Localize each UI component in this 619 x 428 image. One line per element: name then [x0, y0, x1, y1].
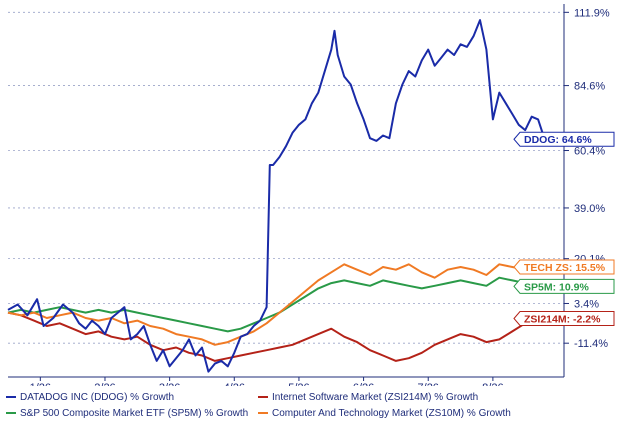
- x-tick-label: 3/26: [159, 382, 180, 386]
- legend-item-zsi214m: Internet Software Market (ZSI214M) % Gro…: [258, 392, 478, 403]
- end-label-zs10m: TECH ZS: 15.5%: [513, 259, 615, 275]
- legend: DATADOG INC (DDOG) % Growth Internet Sof…: [0, 386, 619, 428]
- x-tick-label: 6/26: [353, 382, 374, 386]
- plot-area: [8, 4, 564, 377]
- chart-svg: 111.9%84.6%60.4%39.0%20.1%3.4%-11.4% 1/2…: [7, 4, 615, 386]
- x-tick-label: 8/26: [482, 382, 503, 386]
- end-labels: DDOG: 64.6% ZSI214M: -2.2% SP5M: 10.9% TECH…: [513, 131, 615, 327]
- end-label-zsi214m: ZSI214M: -2.2%: [513, 311, 615, 327]
- legend-label-ddog: DATADOG INC (DDOG) % Growth: [20, 392, 175, 403]
- legend-item-sp5m: S&P 500 Composite Market ETF (SP5M) % Gr…: [6, 408, 248, 419]
- end-label-box: [513, 131, 615, 147]
- legend-label-sp5m: S&P 500 Composite Market ETF (SP5M) % Gr…: [20, 408, 249, 419]
- x-axis-ticks: 1/26 2/26 3/26 4/26 5/26 6/26 7/26 8/26: [8, 376, 564, 386]
- legend-item-zs10m: Computer And Technology Market (ZS10M) %…: [258, 408, 511, 419]
- x-tick-label: 7/26: [418, 382, 439, 386]
- legend-swatch-sp5m: [6, 412, 16, 415]
- x-tick-label: 1/26: [30, 382, 51, 386]
- end-label-box: [513, 259, 615, 275]
- x-tick-label: 4/26: [224, 382, 245, 386]
- y-tick-label: -11.4%: [574, 338, 608, 350]
- series-lines: [7, 19, 546, 373]
- end-label-text: ZSI214M: -2.2%: [524, 314, 601, 326]
- x-tick-label: 2/26: [94, 382, 115, 386]
- legend-swatch-zs10m: [258, 412, 268, 415]
- y-tick-label: 111.9%: [574, 7, 610, 19]
- series-line-ddog: [7, 19, 546, 373]
- y-tick-label: 60.4%: [574, 146, 605, 158]
- y-axis-ticks: 111.9%84.6%60.4%39.0%20.1%3.4%-11.4%: [563, 4, 610, 377]
- y-tick-label: 3.4%: [574, 298, 599, 310]
- end-label-box: [513, 311, 615, 327]
- series-line-zs10m: [7, 263, 546, 346]
- end-label-text: SP5M: 10.9%: [524, 281, 589, 293]
- end-label-text: TECH ZS: 15.5%: [524, 262, 606, 274]
- series-line-zsi214m: [7, 311, 545, 362]
- y-tick-label: 39.0%: [574, 203, 605, 215]
- y-tick-label: 84.6%: [574, 81, 605, 93]
- end-label-text: DDOG: 64.6%: [524, 134, 592, 146]
- end-label-ddog: DDOG: 64.6%: [513, 131, 615, 147]
- legend-swatch-zsi214m: [258, 396, 268, 399]
- legend-swatch-ddog: [6, 396, 16, 399]
- legend-label-zsi214m: Internet Software Market (ZSI214M) % Gro…: [272, 392, 479, 403]
- end-label-sp5m: SP5M: 10.9%: [513, 278, 615, 294]
- legend-label-zs10m: Computer And Technology Market (ZS10M) %…: [272, 408, 511, 419]
- end-label-box: [513, 278, 615, 294]
- x-tick-label: 5/26: [288, 382, 309, 386]
- legend-item-ddog: DATADOG INC (DDOG) % Growth: [6, 392, 174, 403]
